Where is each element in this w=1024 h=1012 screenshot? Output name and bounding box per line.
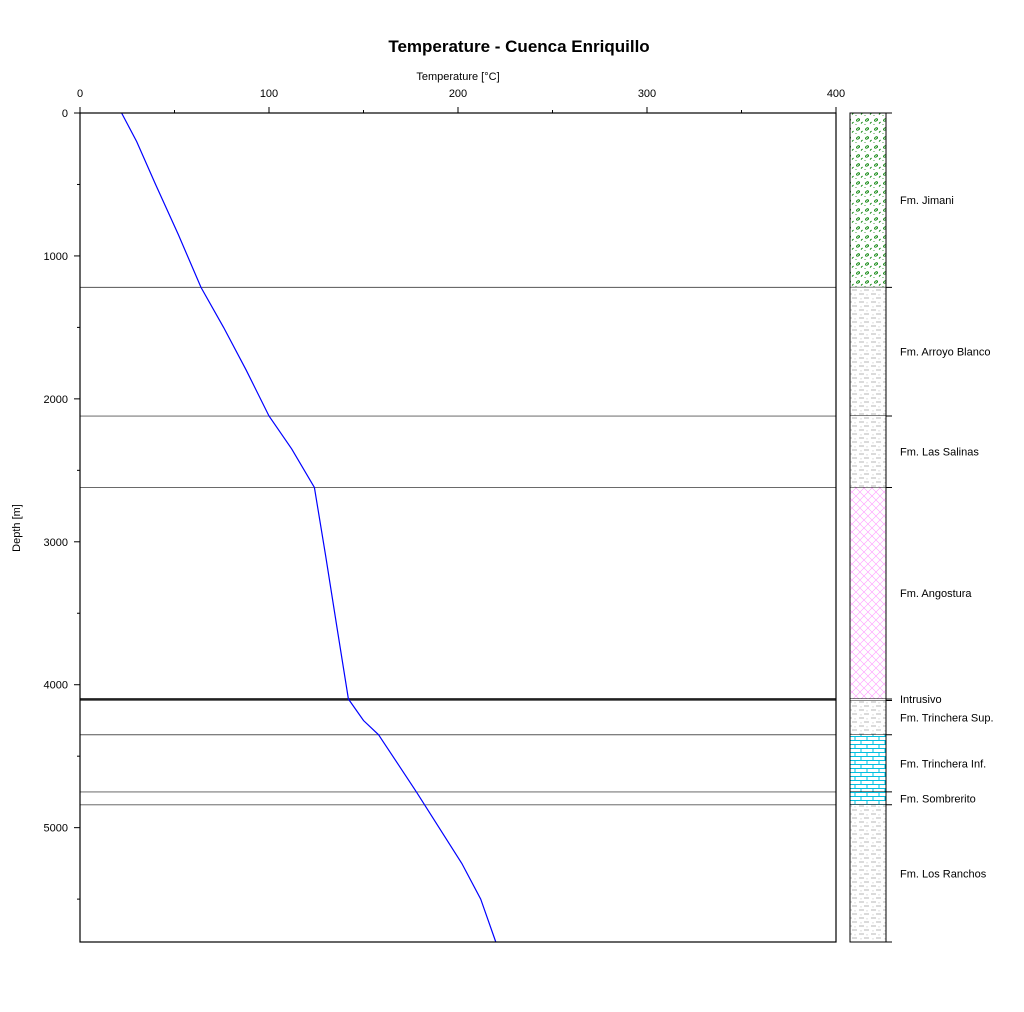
- formation-label: Fm. Angostura: [900, 588, 972, 600]
- formation-block: [850, 416, 886, 488]
- lithology-column: [849, 112, 892, 943]
- formation-label: Fm. Las Salinas: [900, 447, 979, 459]
- x-tick-label: 100: [260, 88, 278, 100]
- plot-frame: [79, 112, 837, 943]
- formation-block: [850, 791, 886, 805]
- y-tick-label: 4000: [44, 680, 68, 692]
- formation-label: Fm. Trinchera Inf.: [900, 758, 986, 770]
- y-tick-label: 5000: [44, 823, 68, 835]
- x-axis-label: Temperature [°C]: [416, 71, 499, 83]
- formation-block: [850, 700, 886, 735]
- formation-label: Fm. Los Ranchos: [900, 868, 987, 880]
- y-tick-label: 1000: [44, 251, 68, 263]
- formation-label: Fm. Sombrerito: [900, 793, 976, 805]
- formation-label: Fm. Trinchera Sup.: [900, 713, 994, 725]
- formation-labels: Fm. Jimani Fm. Arroyo Blanco Fm. Las Salin…: [900, 195, 994, 880]
- formation-label: Fm. Arroyo Blanco: [900, 347, 990, 359]
- x-tick-label: 300: [638, 88, 656, 100]
- formation-boundaries: [80, 286, 836, 806]
- x-tick-label: 200: [449, 88, 467, 100]
- formation-label: Fm. Jimani: [900, 195, 954, 207]
- x-tick-label: 400: [827, 88, 845, 100]
- formation-label: Intrusivo: [900, 694, 942, 706]
- formation-block: [850, 699, 886, 701]
- y-tick-label: 3000: [44, 537, 68, 549]
- formation-block: [850, 734, 886, 792]
- x-tick-label: 0: [77, 88, 83, 100]
- y-tick-label: 0: [62, 108, 68, 120]
- y-axis-label: Depth [m]: [11, 504, 23, 552]
- formation-block: [850, 804, 886, 942]
- formation-block: [850, 487, 886, 700]
- formation-block: [850, 113, 886, 288]
- y-tick-label: 2000: [44, 394, 68, 406]
- temperature-series-line: [121, 112, 497, 943]
- chart-title: Temperature - Cuenca Enriquillo: [388, 37, 649, 56]
- formation-block: [850, 287, 886, 417]
